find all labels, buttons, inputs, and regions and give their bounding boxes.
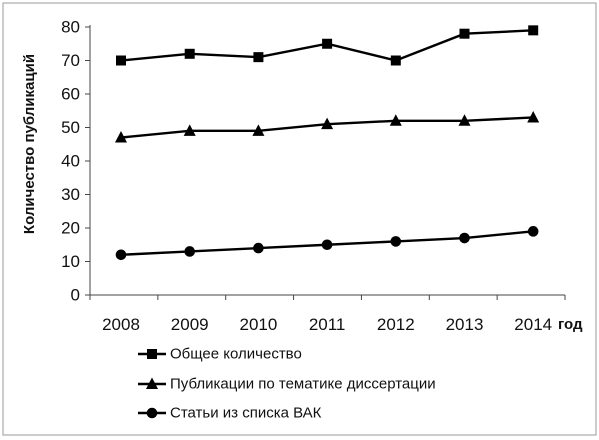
legend-marker	[147, 349, 157, 359]
legend-marker	[146, 377, 158, 389]
data-point	[390, 236, 402, 247]
legend-label: Общее количество	[170, 346, 302, 363]
legend-item: Публикации по тематике диссертации	[138, 376, 436, 393]
data-point	[183, 124, 196, 136]
data-point	[184, 48, 195, 59]
series-2	[115, 110, 540, 143]
x-tick-label: 2012	[377, 315, 415, 334]
x-axis-ticks: 2008 2009 2010 2011 2012 2013 2014	[89, 295, 566, 334]
legend: Общее количество Публикации по тематике д…	[138, 346, 436, 422]
y-tick-label: 0	[71, 286, 80, 305]
y-axis-ticks: 0 10 20 30 40 50 60 70 80	[61, 18, 90, 305]
y-tick-label: 60	[61, 85, 80, 104]
y-tick-label: 80	[61, 18, 80, 37]
data-point	[459, 28, 470, 39]
data-point	[115, 249, 127, 261]
data-point	[321, 239, 333, 251]
data-point	[253, 242, 264, 254]
axes	[89, 25, 565, 296]
y-tick-label: 10	[61, 252, 80, 271]
x-tick-label: 2010	[239, 315, 277, 334]
legend-marker	[146, 407, 158, 419]
data-point	[322, 38, 333, 49]
legend-item: Общее количество	[138, 346, 302, 363]
y-axis-label: Количество публикаций	[21, 54, 38, 234]
data-point	[459, 232, 470, 244]
data-point	[527, 226, 539, 237]
x-tick-label: 2008	[102, 315, 140, 334]
data-point	[528, 25, 539, 36]
y-tick-label: 40	[61, 152, 80, 171]
data-point	[252, 124, 265, 136]
data-point	[389, 114, 402, 126]
data-point	[115, 131, 127, 143]
y-tick-label: 20	[61, 219, 80, 238]
data-point	[253, 52, 264, 63]
x-tick-label: 2013	[446, 315, 484, 334]
series-layer	[115, 25, 540, 261]
legend-label: Публикации по тематике диссертации	[170, 376, 436, 393]
data-point	[116, 55, 126, 66]
series-3	[115, 226, 539, 261]
data-point	[390, 55, 401, 66]
x-axis-label: год	[558, 316, 583, 333]
chart-frame	[2, 2, 597, 436]
data-point	[458, 114, 471, 126]
legend-item: Статьи из списка ВАК	[138, 405, 322, 422]
x-tick-label: 2009	[171, 315, 209, 334]
y-tick-label: 50	[61, 118, 80, 137]
legend-label: Статьи из списка ВАК	[170, 405, 322, 422]
data-point	[184, 246, 195, 257]
data-point	[527, 110, 540, 123]
y-tick-label: 70	[61, 51, 80, 70]
y-tick-label: 30	[61, 185, 80, 204]
x-tick-label: 2011	[309, 315, 346, 334]
x-tick-label: 2014	[514, 315, 552, 334]
data-point	[321, 117, 334, 130]
series-1	[116, 25, 539, 66]
